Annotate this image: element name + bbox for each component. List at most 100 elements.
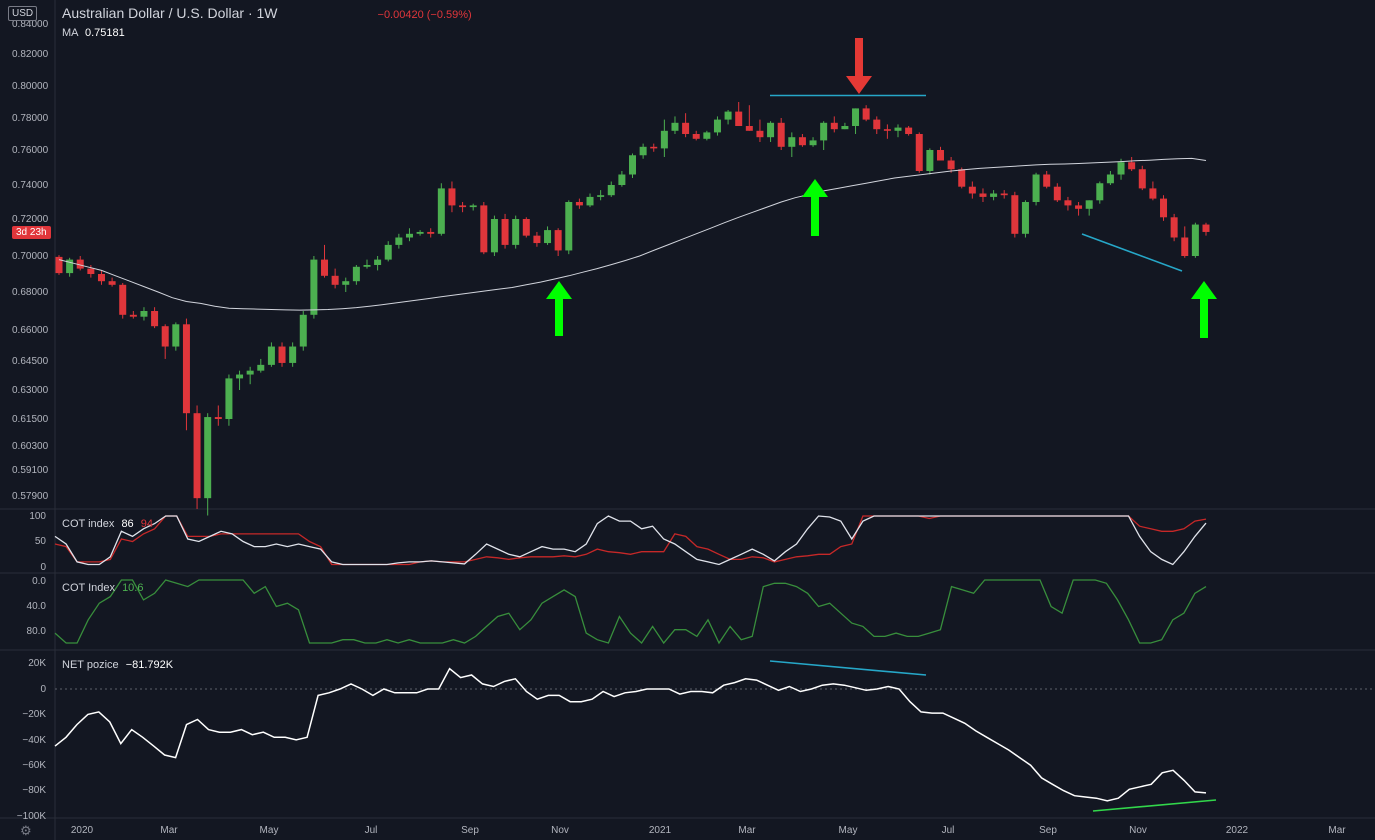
price-tick-label: 0.80000: [12, 81, 49, 92]
currency-button[interactable]: USD: [8, 6, 38, 21]
candle-body: [469, 205, 477, 208]
net-line: [54, 667, 1207, 802]
candle-body: [852, 108, 860, 126]
candle-body: [544, 230, 552, 244]
cot1-red-line: [54, 515, 1207, 566]
time-tick-label: 2021: [649, 825, 672, 836]
candle-body: [586, 196, 594, 206]
candle-body: [384, 244, 392, 260]
candle-body: [321, 259, 329, 276]
price-tick-label: 0.72000: [12, 214, 49, 225]
candle-body: [278, 346, 286, 363]
cot-index-1-label: COT index: [62, 518, 115, 530]
time-tick-label: 2020: [71, 825, 94, 836]
candle-body: [735, 111, 743, 126]
candle-body: [1021, 202, 1029, 234]
candle-body: [480, 205, 488, 253]
candle-body: [490, 219, 498, 253]
net-label: NET pozice: [62, 659, 119, 671]
candle-body: [862, 108, 870, 120]
candle-body: [767, 122, 775, 138]
net-value: −81.792K: [125, 659, 174, 671]
gear-icon[interactable]: ⚙: [20, 823, 32, 838]
candle-body: [947, 160, 955, 170]
candle-body: [55, 256, 63, 274]
candle-body: [1138, 169, 1146, 189]
price-tick-label: 0.76000: [12, 145, 49, 156]
candle-body: [342, 281, 350, 285]
symbol-title: Australian Dollar / U.S. Dollar · 1W −0.0…: [62, 5, 472, 21]
price-tick-label: 0.64500: [12, 356, 49, 367]
candle-body: [172, 324, 180, 347]
candle-body: [926, 150, 934, 171]
candle-body: [1149, 188, 1157, 199]
candle-body: [119, 284, 127, 315]
net-tick-label: −40K: [22, 735, 46, 746]
candle-body: [905, 127, 913, 134]
candle-body: [958, 169, 966, 187]
cot1-tick-label: 0: [40, 562, 46, 573]
candle-body: [841, 126, 849, 130]
change-text: −0.00420 (−0.59%): [377, 9, 472, 21]
cot2-tick-label: 40.0: [27, 601, 47, 612]
candle-body: [108, 281, 116, 285]
candle-body: [682, 122, 690, 134]
cot-index-1-legend: COT index 86 94: [62, 518, 153, 530]
time-tick-label: May: [839, 825, 858, 836]
time-tick-label: May: [260, 825, 279, 836]
candle-body: [873, 119, 881, 130]
candle-body: [629, 155, 636, 175]
candle-body: [724, 111, 732, 120]
up-arrow-green-1: [546, 281, 572, 336]
candle-body: [883, 129, 891, 131]
candle-body: [597, 195, 605, 197]
candle-body: [76, 259, 84, 269]
cot-index-2-value: 10.6: [122, 582, 144, 594]
candle-body: [1000, 193, 1008, 196]
candle-body: [214, 417, 222, 419]
candle-body: [182, 324, 190, 414]
net-legend: NET pozice −81.792K: [62, 659, 173, 671]
candle-body: [1181, 237, 1189, 256]
cot-index-2-legend: COT Index 10.6: [62, 582, 143, 594]
candle-body: [193, 413, 201, 499]
up-arrow-green-2-head: [802, 179, 828, 197]
candle-body: [607, 185, 615, 196]
candle-body: [788, 137, 796, 147]
candle-body: [310, 259, 318, 315]
candle-body: [830, 122, 838, 130]
time-tick-label: Nov: [1129, 825, 1147, 836]
candle-body: [1032, 174, 1040, 202]
candle-body: [257, 364, 265, 371]
candle-body: [151, 311, 159, 327]
candle-body: [1117, 162, 1125, 175]
candle-body: [809, 140, 817, 146]
candle-body: [66, 259, 74, 274]
ma-legend: MA 0.75181: [62, 27, 125, 39]
price-tick-label: 0.61500: [12, 414, 49, 425]
price-tick-label: 0.63000: [12, 385, 49, 396]
candle-body: [427, 231, 435, 234]
candle-body: [129, 314, 137, 317]
up-arrow-green-3-shaft: [1200, 299, 1208, 338]
candle-body: [459, 205, 467, 208]
candle-body: [618, 174, 626, 185]
candle-body: [777, 122, 785, 147]
candle-body: [225, 378, 233, 419]
candle-body: [820, 122, 828, 141]
cot2-tick-label: 80.0: [27, 626, 47, 637]
candle-body: [1064, 200, 1072, 206]
cot-index-2-label: COT Index: [62, 582, 115, 594]
price-tick-label: 0.57900: [12, 491, 49, 502]
net-tick-label: 0: [40, 684, 46, 695]
candle-body: [565, 202, 573, 251]
net-tick-label: 20K: [28, 658, 46, 669]
price-tick-label: 0.60300: [12, 441, 49, 452]
candle-body: [660, 130, 668, 149]
ma-value: 0.75181: [84, 27, 125, 39]
candle-body: [448, 188, 456, 206]
candle-body: [1191, 224, 1199, 256]
cot2-green-line: [54, 579, 1207, 645]
candle-body: [1170, 217, 1178, 238]
